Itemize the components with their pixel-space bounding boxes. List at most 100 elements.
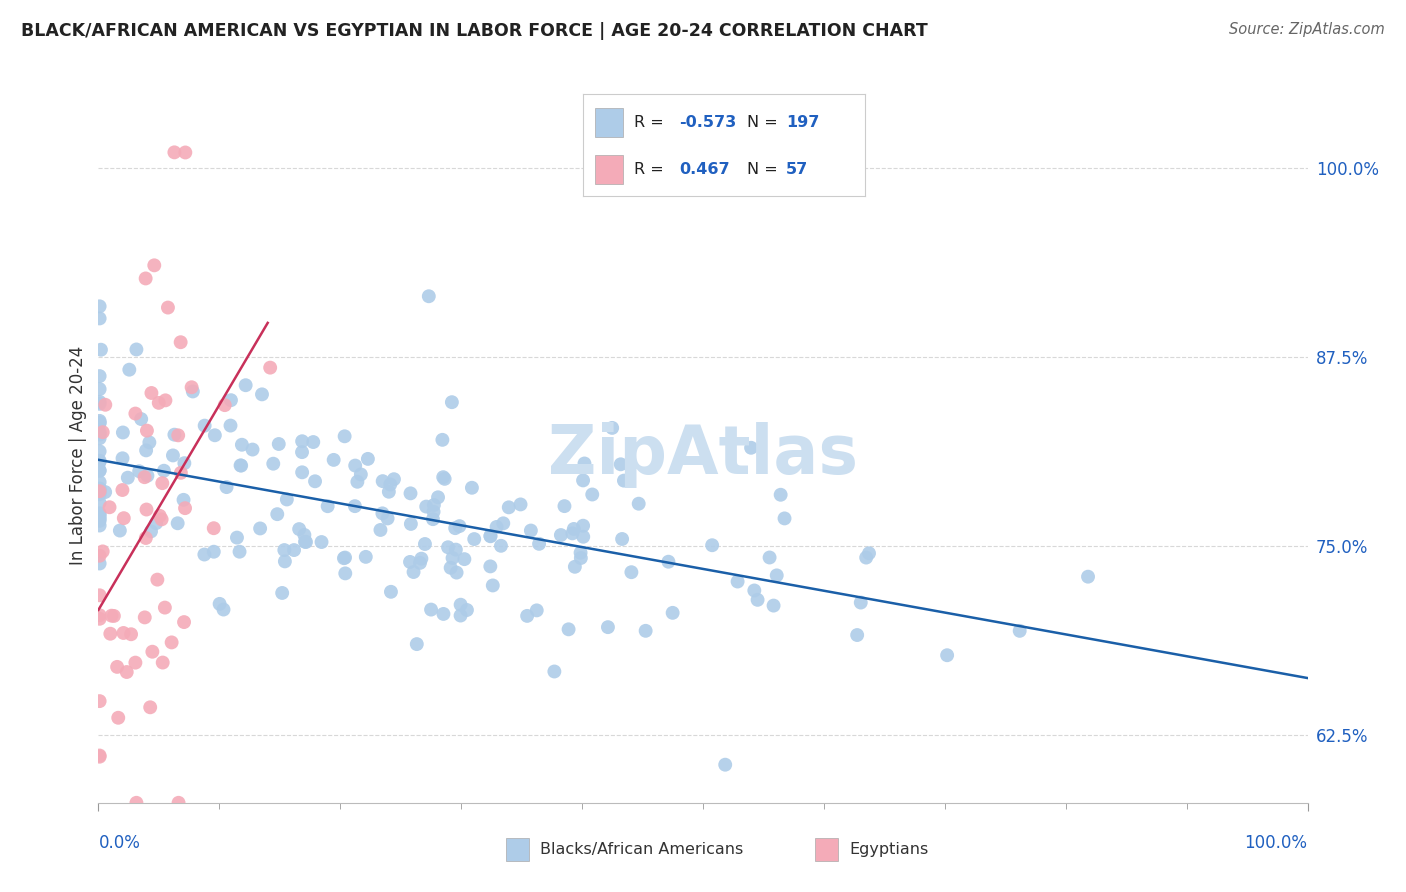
Point [89, 612, 111, 626]
Point [346, 475, 368, 489]
Point [228, 544, 250, 558]
Point [581, 487, 603, 501]
Point [413, 537, 436, 551]
Point [250, 387, 273, 401]
Point [89, 506, 111, 520]
Point [267, 437, 290, 451]
Point [380, 477, 402, 491]
Point [557, 623, 579, 637]
Point [553, 499, 575, 513]
Point [453, 552, 475, 566]
Point [399, 486, 422, 500]
Point [316, 499, 339, 513]
Point [107, 711, 129, 725]
Text: -0.573: -0.573 [679, 115, 737, 130]
Point [125, 796, 148, 810]
Point [249, 521, 271, 535]
Point [103, 609, 125, 624]
Point [231, 438, 253, 452]
Point [292, 528, 315, 542]
Point [449, 519, 471, 533]
Point [620, 565, 643, 579]
Point [94, 485, 117, 500]
Point [215, 480, 238, 494]
Point [212, 602, 235, 616]
Point [432, 470, 454, 484]
Point [561, 526, 583, 541]
Point [89, 463, 111, 477]
Point [572, 530, 595, 544]
Point [89, 395, 111, 409]
Text: 197: 197 [786, 115, 820, 130]
Point [461, 481, 484, 495]
Point [89, 382, 111, 396]
Point [481, 578, 503, 592]
Point [422, 505, 444, 519]
Point [291, 445, 314, 459]
Point [136, 468, 159, 483]
Point [343, 499, 366, 513]
Point [377, 511, 399, 525]
Point [134, 470, 156, 484]
Point [370, 523, 392, 537]
Point [89, 417, 111, 431]
Point [193, 548, 215, 562]
Point [276, 492, 298, 507]
Point [402, 565, 425, 579]
Point [89, 427, 111, 442]
Point [613, 474, 636, 488]
Point [371, 507, 394, 521]
Point [489, 539, 512, 553]
Point [89, 369, 111, 384]
Point [194, 418, 217, 433]
Point [89, 454, 111, 468]
Point [427, 491, 450, 505]
Text: 0.467: 0.467 [679, 162, 730, 178]
Point [399, 555, 422, 569]
Point [423, 498, 446, 512]
Point [124, 656, 146, 670]
Point [409, 556, 432, 570]
Point [89, 508, 111, 522]
Point [219, 418, 242, 433]
Text: Egyptians: Egyptians [849, 842, 928, 857]
Point [242, 442, 264, 457]
Point [858, 546, 880, 560]
Point [762, 599, 785, 613]
Point [627, 497, 650, 511]
Point [169, 335, 191, 350]
Point [89, 510, 111, 524]
Text: 100.0%: 100.0% [1244, 834, 1308, 852]
Point [89, 311, 111, 326]
Point [492, 516, 515, 531]
Point [744, 583, 766, 598]
Point [135, 271, 157, 285]
Point [150, 512, 173, 526]
Point [214, 398, 236, 412]
Point [152, 656, 174, 670]
Point [259, 360, 281, 375]
Point [89, 694, 111, 708]
Point [141, 645, 163, 659]
Point [936, 648, 959, 663]
Point [1008, 624, 1031, 638]
Point [855, 550, 877, 565]
Point [105, 660, 128, 674]
Point [371, 474, 394, 488]
Point [173, 456, 195, 470]
Text: 57: 57 [786, 162, 808, 178]
Point [89, 588, 111, 602]
Point [463, 532, 485, 546]
Text: Blacks/African Americans: Blacks/African Americans [540, 842, 744, 857]
Point [572, 518, 595, 533]
Point [94, 398, 117, 412]
Point [125, 343, 148, 357]
Point [333, 551, 356, 566]
Text: BLACK/AFRICAN AMERICAN VS EGYPTIAN IN LABOR FORCE | AGE 20-24 CORRELATION CHART: BLACK/AFRICAN AMERICAN VS EGYPTIAN IN LA… [21, 22, 928, 40]
Point [150, 476, 173, 491]
Point [100, 608, 122, 623]
Point [543, 665, 565, 679]
Point [146, 573, 169, 587]
Point [291, 465, 314, 479]
Point [89, 514, 111, 528]
